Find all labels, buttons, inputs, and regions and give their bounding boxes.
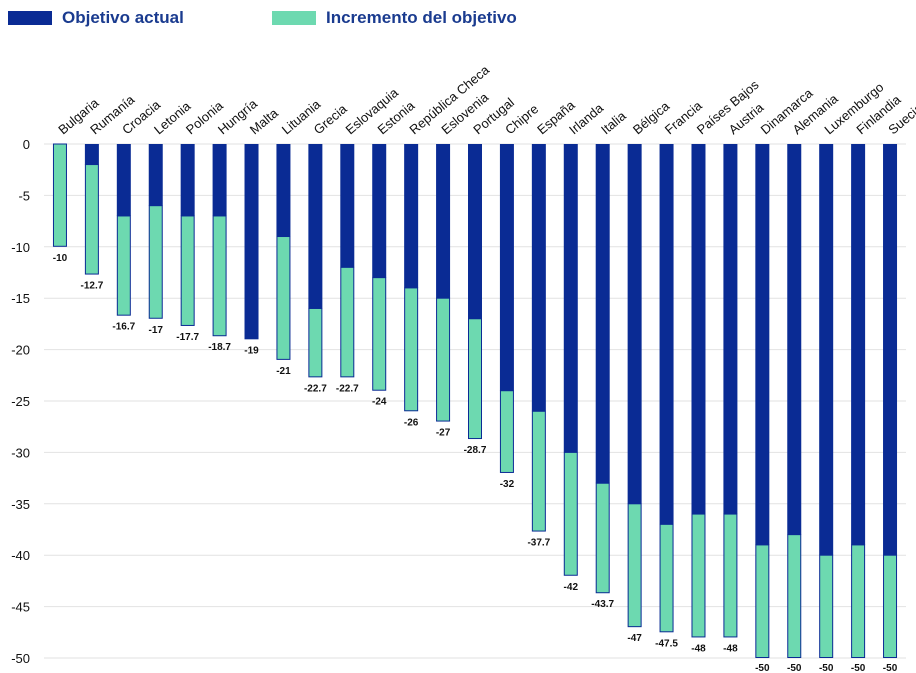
value-label: -27	[436, 428, 451, 439]
legend: Objetivo actual Incremento del objetivo	[0, 0, 916, 40]
bar-increase	[659, 523, 674, 633]
bar-increase	[84, 164, 99, 275]
y-tick-label: -35	[11, 497, 30, 512]
value-label: -10	[53, 253, 68, 264]
bar-increase	[212, 215, 227, 337]
value-label: -22.7	[336, 383, 359, 394]
bar-current	[755, 144, 770, 545]
bar-current	[404, 144, 419, 288]
bar-increase	[883, 554, 898, 659]
bar-increase	[755, 544, 770, 658]
bar-increase	[436, 297, 451, 422]
bar-current	[244, 144, 259, 340]
y-tick-label: 0	[23, 137, 30, 152]
value-label: -21	[276, 366, 291, 377]
bar-increase	[787, 534, 802, 659]
y-tick-label: -5	[18, 188, 30, 203]
bar-current	[84, 144, 99, 165]
value-label: -50	[819, 663, 834, 673]
bar-current	[340, 144, 355, 268]
value-label: -26	[404, 417, 419, 428]
bar-increase	[563, 451, 578, 576]
value-label: -48	[691, 643, 706, 654]
y-tick-label: -50	[11, 651, 30, 666]
bar-current	[499, 144, 514, 391]
bar-current	[883, 144, 898, 556]
bar-current	[531, 144, 546, 412]
bar-increase	[276, 236, 291, 360]
bar-current	[372, 144, 387, 278]
y-tick-label: -45	[11, 600, 30, 615]
value-label: -43.7	[591, 599, 614, 610]
value-label: -47	[627, 633, 642, 644]
bar-increase	[372, 277, 387, 391]
legend-item-current: Objetivo actual	[8, 8, 184, 28]
value-label: -32	[500, 479, 515, 490]
bar-increase	[148, 205, 163, 319]
bar-increase	[116, 215, 131, 316]
value-label: -12.7	[80, 281, 103, 292]
bar-current	[851, 144, 866, 545]
bar-current	[819, 144, 834, 556]
legend-label-current: Objetivo actual	[62, 8, 184, 27]
bar-current	[116, 144, 131, 216]
value-label: -50	[787, 663, 802, 673]
legend-swatch-increase	[272, 11, 316, 25]
value-label: -50	[883, 663, 898, 673]
bar-current	[436, 144, 451, 299]
bar-increase	[52, 143, 67, 247]
bar-increase	[531, 410, 546, 532]
y-tick-label: -15	[11, 291, 30, 306]
value-label: -17	[149, 325, 164, 336]
bar-increase	[404, 287, 419, 412]
bar-increase	[308, 307, 323, 378]
bar-increase	[468, 318, 482, 440]
legend-label-increase: Incremento del objetivo	[326, 8, 517, 27]
legend-item-increase: Incremento del objetivo	[272, 8, 517, 28]
bar-current	[180, 144, 195, 216]
bar-increase	[499, 390, 514, 473]
value-label: -24	[372, 397, 387, 408]
bar-current	[276, 144, 291, 237]
y-tick-label: -40	[11, 548, 30, 563]
value-label: -22.7	[304, 383, 327, 394]
value-label: -17.7	[176, 332, 199, 343]
bar-current	[308, 144, 323, 309]
bar-current	[212, 144, 227, 216]
legend-swatch-current	[8, 11, 52, 25]
value-label: -50	[851, 663, 866, 673]
bar-current	[659, 144, 674, 525]
bar-increase	[819, 554, 834, 659]
bar-increase	[851, 544, 866, 658]
y-tick-label: -20	[11, 343, 30, 358]
bar-current	[148, 144, 163, 206]
value-label: -47.5	[655, 638, 678, 649]
bar-increase	[627, 503, 642, 628]
value-label: -42	[564, 582, 579, 593]
y-tick-label: -25	[11, 394, 30, 409]
bar-current	[691, 144, 706, 515]
bar-increase	[723, 513, 738, 638]
bar-current	[468, 144, 482, 319]
value-label: -37.7	[527, 538, 550, 549]
bar-increase	[180, 215, 195, 326]
value-label: -50	[755, 663, 770, 673]
bar-current	[723, 144, 738, 515]
value-label: -28.7	[464, 445, 487, 456]
value-label: -16.7	[112, 322, 135, 333]
y-tick-label: -10	[11, 240, 30, 255]
bar-current	[627, 144, 642, 504]
bar-increase	[691, 513, 706, 638]
value-label: -19	[244, 345, 259, 356]
bar-increase	[595, 482, 610, 594]
bar-current	[563, 144, 578, 453]
bar-current	[595, 144, 610, 484]
value-label: -48	[723, 643, 738, 654]
bar-increase	[340, 266, 355, 378]
bar-current	[787, 144, 802, 535]
value-label: -18.7	[208, 342, 231, 353]
y-tick-label: -30	[11, 445, 30, 460]
